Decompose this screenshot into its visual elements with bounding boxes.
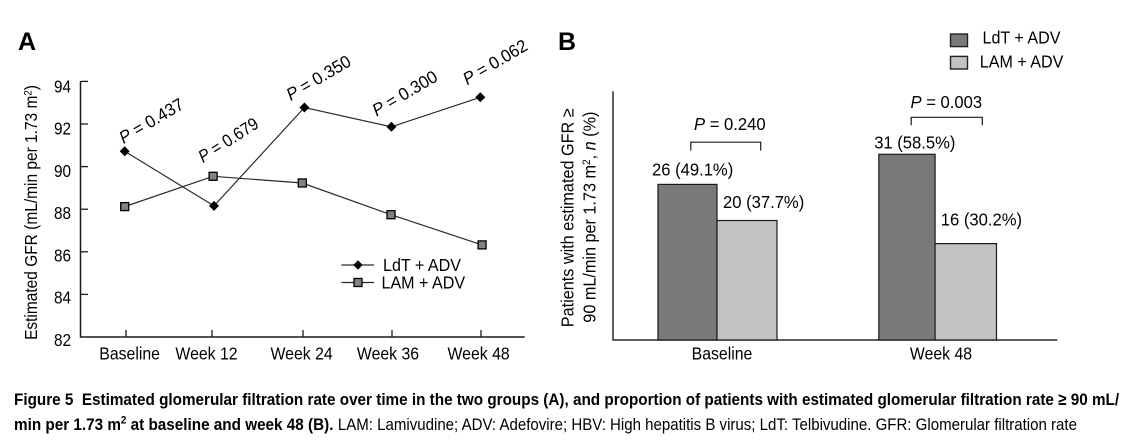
svg-text:86: 86 bbox=[54, 246, 71, 265]
svg-text:LAM + ADV: LAM + ADV bbox=[980, 52, 1064, 72]
svg-text:16 (30.2%): 16 (30.2%) bbox=[941, 210, 1022, 229]
svg-text:Week 48: Week 48 bbox=[448, 344, 510, 364]
svg-text:94: 94 bbox=[54, 77, 71, 96]
svg-text:P = 0.240: P = 0.240 bbox=[694, 114, 766, 133]
svg-text:LAM + ADV: LAM + ADV bbox=[382, 273, 466, 293]
svg-text:Baseline: Baseline bbox=[692, 344, 753, 364]
svg-text:P = 0.350: P = 0.350 bbox=[283, 52, 355, 105]
svg-text:LdT + ADV: LdT + ADV bbox=[983, 28, 1062, 48]
svg-text:Week 36: Week 36 bbox=[357, 344, 419, 364]
svg-text:P = 0.003: P = 0.003 bbox=[911, 93, 983, 112]
svg-text:20 (37.7%): 20 (37.7%) bbox=[723, 193, 804, 212]
svg-text:Week 48: Week 48 bbox=[910, 344, 972, 364]
svg-text:31 (58.5%): 31 (58.5%) bbox=[874, 133, 955, 152]
svg-text:A: A bbox=[18, 28, 36, 56]
svg-text:90 mL/min per 1.73 m2, n (%): 90 mL/min per 1.73 m2, n (%) bbox=[580, 112, 600, 323]
svg-text:LdT + ADV: LdT + ADV bbox=[383, 255, 462, 275]
svg-text:P = 0.437: P = 0.437 bbox=[116, 95, 188, 148]
svg-text:Patients with estimated GFR ≥: Patients with estimated GFR ≥ bbox=[558, 108, 578, 327]
svg-text:P = 0.300: P = 0.300 bbox=[368, 66, 441, 120]
svg-text:92: 92 bbox=[54, 120, 71, 139]
svg-text:88: 88 bbox=[54, 204, 71, 223]
svg-text:Week 24: Week 24 bbox=[271, 344, 333, 364]
svg-text:26 (49.1%): 26 (49.1%) bbox=[652, 160, 733, 179]
svg-text:84: 84 bbox=[54, 289, 71, 308]
svg-text:82: 82 bbox=[54, 331, 71, 350]
svg-text:Week 12: Week 12 bbox=[175, 344, 237, 364]
svg-text:Estimated GFR (mL/min per 1.73: Estimated GFR (mL/min per 1.73 m2) bbox=[21, 85, 41, 340]
svg-text:P = 0.062: P = 0.062 bbox=[459, 36, 531, 89]
svg-text:90: 90 bbox=[54, 162, 71, 181]
svg-text:P = 0.679: P = 0.679 bbox=[195, 114, 263, 167]
svg-text:Baseline: Baseline bbox=[99, 344, 160, 364]
svg-text:B: B bbox=[558, 28, 576, 56]
